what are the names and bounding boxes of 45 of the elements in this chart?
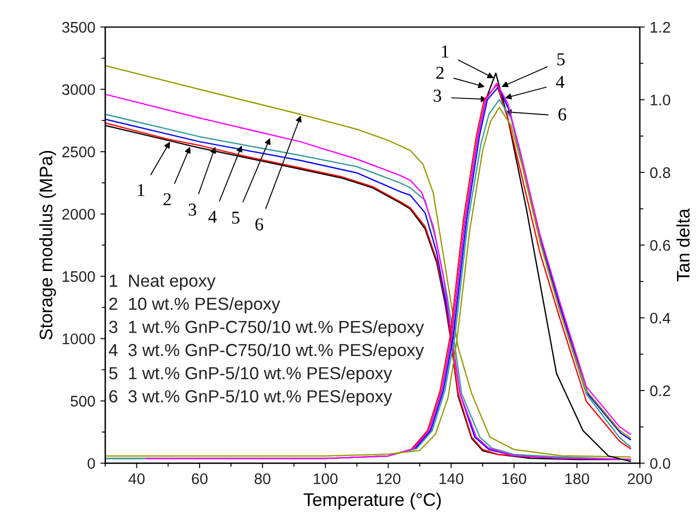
y2-tick-label: 1.2 bbox=[650, 22, 670, 33]
x-tick-label: 120 bbox=[376, 473, 400, 484]
annotation: 2 bbox=[436, 66, 444, 79]
x-tick-label: 180 bbox=[565, 473, 590, 484]
x-tick-label: 160 bbox=[502, 473, 526, 484]
y-tick-label: 2000 bbox=[62, 208, 95, 220]
y-tick-label: 500 bbox=[70, 396, 95, 407]
y-tick-label: 3500 bbox=[62, 22, 95, 33]
y2-axis-title: Tan delta bbox=[676, 208, 690, 282]
annotation: 3 1 wt.% GnP-C750/10 wt.% PES/epoxy bbox=[109, 320, 424, 337]
y-tick-label: 1000 bbox=[62, 333, 95, 344]
y-tick-label: 1500 bbox=[62, 271, 95, 282]
annotation: 1 Neat epoxy bbox=[110, 274, 216, 290]
annotation: 4 bbox=[556, 76, 564, 88]
x-tick-label: 100 bbox=[314, 473, 338, 484]
annotation: 4 bbox=[208, 210, 217, 223]
y2-tick-label: 0.0 bbox=[650, 458, 670, 469]
annotation: 3 bbox=[188, 204, 196, 216]
annotation: 4 3 wt.% GnP-C750/10 wt.% PES/epoxy bbox=[108, 343, 424, 360]
x-tick-label: 40 bbox=[128, 473, 145, 484]
annotation: 3 bbox=[434, 90, 442, 102]
annotation: 1 bbox=[442, 46, 448, 58]
annotation: 1 bbox=[138, 184, 144, 196]
y2-tick-label: 0.4 bbox=[650, 312, 670, 324]
x-axis-title: Temperature (°C) bbox=[304, 492, 441, 510]
annotation: 5 bbox=[557, 53, 565, 66]
x-tick-label: 80 bbox=[254, 473, 270, 484]
annotation: 2 10 wt.% PES/epoxy bbox=[109, 297, 280, 314]
y2-tick-label: 0.6 bbox=[650, 240, 670, 251]
annotation: 6 bbox=[558, 108, 566, 120]
y-axis-title: Storage modulus (MPa) bbox=[39, 150, 56, 340]
annotation: 6 bbox=[255, 218, 264, 230]
annotation: 5 bbox=[232, 212, 240, 224]
annotation: 5 1 wt.% GnP-5/10 wt.% PES/epoxy bbox=[109, 366, 392, 383]
y-tick-label: 3000 bbox=[62, 84, 95, 96]
y2-tick-label: 0.2 bbox=[650, 385, 670, 396]
y2-tick-label: 0.8 bbox=[650, 167, 670, 178]
x-tick-label: 140 bbox=[440, 473, 464, 484]
annotation: 2 bbox=[164, 193, 171, 206]
x-tick-label: 60 bbox=[192, 473, 208, 484]
y2-tick-label: 1.0 bbox=[650, 94, 670, 106]
x-tick-label: 200 bbox=[628, 473, 652, 484]
y-tick-label: 2500 bbox=[62, 146, 95, 158]
annotation: 6 3 wt.% GnP-5/10 wt.% PES/epoxy bbox=[109, 390, 392, 406]
y-tick-label: 0 bbox=[88, 458, 95, 469]
